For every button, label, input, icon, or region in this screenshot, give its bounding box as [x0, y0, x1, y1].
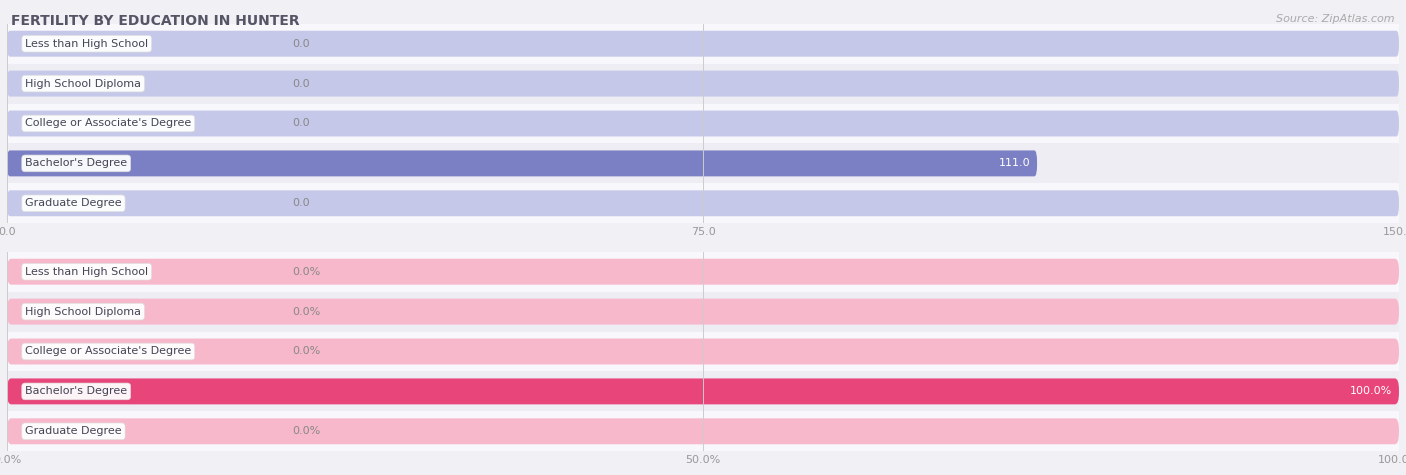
- FancyBboxPatch shape: [7, 299, 1399, 324]
- Bar: [7, 24, 1399, 64]
- Text: 0.0: 0.0: [292, 118, 309, 129]
- Text: High School Diploma: High School Diploma: [25, 306, 141, 317]
- Text: Bachelor's Degree: Bachelor's Degree: [25, 386, 128, 397]
- FancyBboxPatch shape: [7, 71, 1399, 96]
- FancyBboxPatch shape: [7, 151, 1038, 176]
- Text: 0.0%: 0.0%: [292, 266, 321, 277]
- Bar: [7, 143, 1399, 183]
- FancyBboxPatch shape: [7, 339, 1399, 364]
- Bar: [7, 411, 1399, 451]
- Text: 0.0: 0.0: [292, 38, 309, 49]
- Bar: [7, 332, 1399, 371]
- Text: Graduate Degree: Graduate Degree: [25, 198, 122, 209]
- Text: 0.0%: 0.0%: [292, 346, 321, 357]
- Text: College or Associate's Degree: College or Associate's Degree: [25, 118, 191, 129]
- FancyBboxPatch shape: [7, 31, 1399, 57]
- FancyBboxPatch shape: [7, 379, 1399, 404]
- Bar: [7, 183, 1399, 223]
- Text: Less than High School: Less than High School: [25, 266, 148, 277]
- Text: 100.0%: 100.0%: [1350, 386, 1392, 397]
- FancyBboxPatch shape: [7, 190, 1399, 216]
- Text: 0.0%: 0.0%: [292, 306, 321, 317]
- Text: 111.0: 111.0: [998, 158, 1031, 169]
- Text: College or Associate's Degree: College or Associate's Degree: [25, 346, 191, 357]
- FancyBboxPatch shape: [7, 111, 1399, 136]
- Bar: [7, 371, 1399, 411]
- FancyBboxPatch shape: [7, 259, 1399, 285]
- Bar: [7, 252, 1399, 292]
- Bar: [7, 292, 1399, 332]
- Bar: [7, 104, 1399, 143]
- Text: FERTILITY BY EDUCATION IN HUNTER: FERTILITY BY EDUCATION IN HUNTER: [11, 14, 299, 28]
- Text: Graduate Degree: Graduate Degree: [25, 426, 122, 437]
- Bar: [7, 64, 1399, 104]
- Text: High School Diploma: High School Diploma: [25, 78, 141, 89]
- Text: 0.0: 0.0: [292, 198, 309, 209]
- Text: Source: ZipAtlas.com: Source: ZipAtlas.com: [1277, 14, 1395, 24]
- Text: 0.0%: 0.0%: [292, 426, 321, 437]
- FancyBboxPatch shape: [7, 418, 1399, 444]
- Text: 0.0: 0.0: [292, 78, 309, 89]
- Text: Less than High School: Less than High School: [25, 38, 148, 49]
- Text: Bachelor's Degree: Bachelor's Degree: [25, 158, 128, 169]
